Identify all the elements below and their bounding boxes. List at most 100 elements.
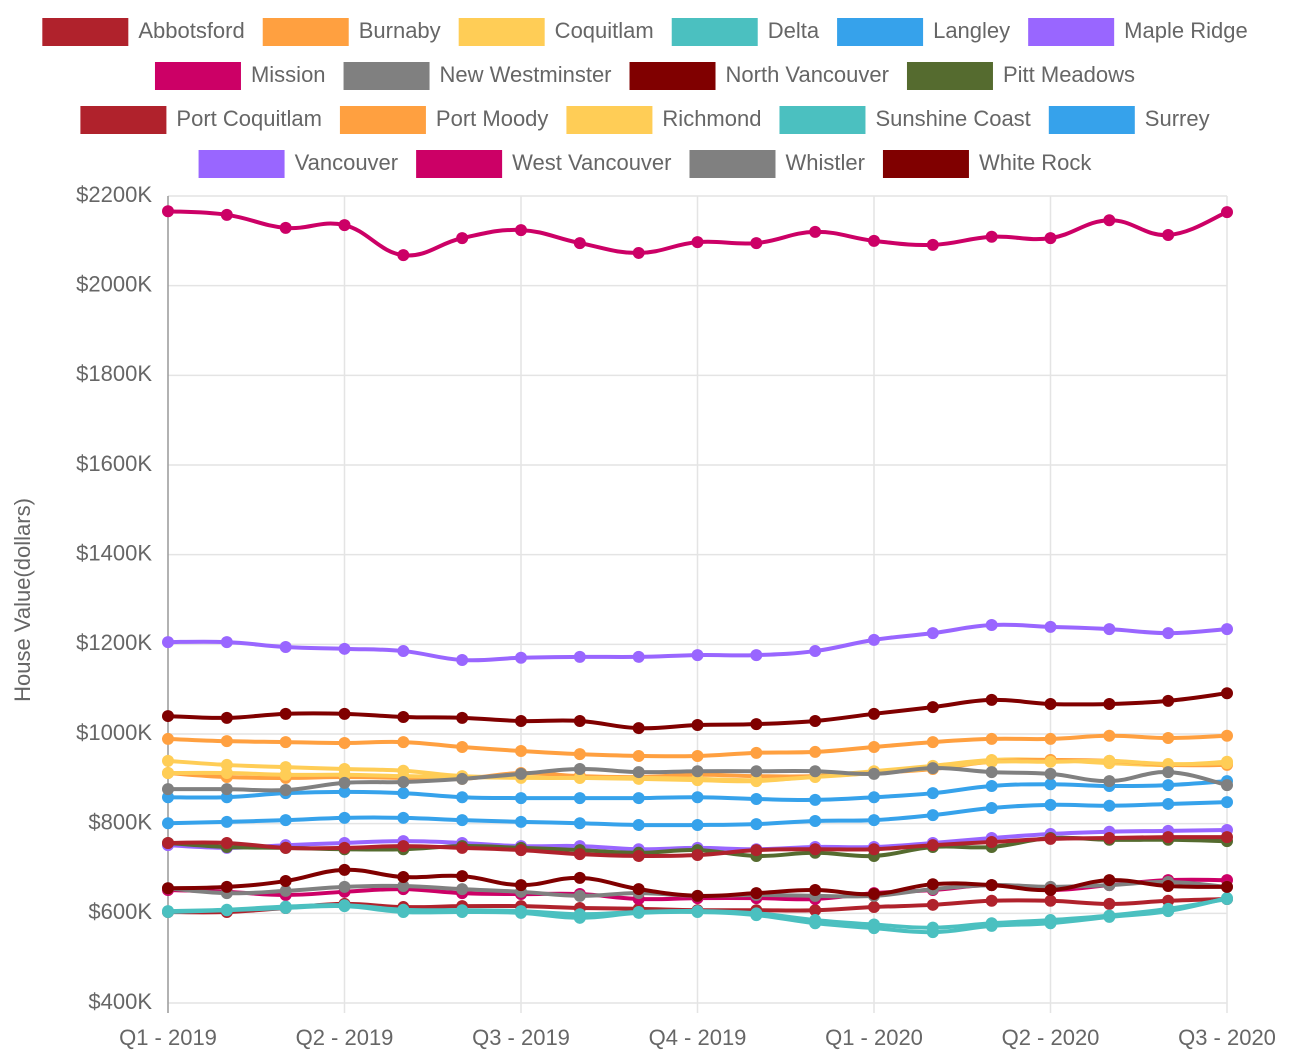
series <box>162 729 1233 762</box>
point <box>162 836 174 849</box>
legend-swatch <box>458 18 545 46</box>
point <box>573 871 586 884</box>
point <box>515 792 527 805</box>
point <box>691 719 704 732</box>
point <box>397 840 410 853</box>
legend-swatch <box>629 62 716 90</box>
legend-swatch <box>42 18 129 46</box>
series <box>162 775 1233 806</box>
legend-swatch <box>779 106 866 134</box>
series <box>162 762 1233 797</box>
point <box>1162 902 1175 915</box>
point <box>397 249 410 262</box>
point <box>926 627 939 640</box>
point <box>750 765 763 778</box>
point <box>1221 892 1233 905</box>
point <box>926 762 939 775</box>
point <box>809 904 822 917</box>
point <box>691 819 704 832</box>
point <box>868 707 880 720</box>
point <box>750 774 763 787</box>
point <box>632 766 645 779</box>
legend-swatch <box>1028 18 1115 46</box>
point <box>162 754 174 767</box>
point <box>632 749 645 762</box>
point <box>338 880 351 893</box>
legend-label: Whistler <box>785 150 864 175</box>
point <box>691 849 704 862</box>
series <box>162 831 1233 862</box>
point <box>220 636 233 649</box>
point <box>162 817 174 830</box>
legend-label: North Vancouver <box>726 62 889 87</box>
point <box>1044 767 1057 780</box>
point <box>515 714 527 727</box>
point <box>573 848 586 861</box>
point <box>809 765 822 778</box>
point <box>397 787 410 800</box>
y-tick-label: $1800K <box>76 361 152 386</box>
point <box>1044 620 1057 633</box>
point <box>1221 796 1233 809</box>
legend-label: Delta <box>768 18 820 43</box>
point <box>397 903 410 916</box>
legend-label: Mission <box>251 62 326 87</box>
point <box>985 619 998 632</box>
point <box>985 766 998 779</box>
point <box>397 736 410 749</box>
legend-item: Surrey <box>1048 106 1210 134</box>
point <box>868 767 880 780</box>
point <box>1103 697 1116 710</box>
point <box>1162 627 1175 640</box>
point <box>632 883 645 896</box>
point <box>926 701 939 714</box>
x-tick-label: Q3 - 2019 <box>472 1025 570 1050</box>
point <box>632 722 645 735</box>
legend-label: New Westminster <box>440 62 612 87</box>
point <box>338 707 351 720</box>
point <box>220 711 233 724</box>
point <box>750 907 763 920</box>
point <box>809 714 822 727</box>
point <box>809 884 822 897</box>
series <box>162 687 1233 735</box>
point <box>279 768 292 781</box>
point <box>162 767 174 780</box>
legend-swatch <box>906 62 993 90</box>
legend-item: North Vancouver <box>629 62 889 90</box>
legend-item: Maple Ridge <box>1028 18 1248 46</box>
point <box>691 765 704 778</box>
point <box>926 839 939 852</box>
legend-item: Delta <box>671 18 820 46</box>
point <box>162 732 174 745</box>
legend-label: Langley <box>933 18 1010 43</box>
point <box>1103 799 1116 812</box>
point <box>691 649 704 662</box>
point <box>573 714 586 727</box>
point <box>1221 623 1233 636</box>
point <box>809 914 822 927</box>
point <box>1044 894 1057 907</box>
point <box>632 849 645 862</box>
legend-label: Coquitlam <box>555 18 654 43</box>
point <box>573 792 586 805</box>
point <box>220 208 233 221</box>
point <box>515 745 527 758</box>
point <box>456 791 469 804</box>
point <box>750 746 763 759</box>
x-tick-label: Q2 - 2019 <box>296 1025 394 1050</box>
point <box>279 784 292 797</box>
point <box>515 651 527 664</box>
point <box>868 918 880 931</box>
legend-label: Burnaby <box>359 18 441 43</box>
legend-item: Port Moody <box>339 106 548 134</box>
point <box>220 903 233 916</box>
point <box>750 844 763 857</box>
point <box>926 809 939 822</box>
point <box>162 783 174 796</box>
legend-label: Pitt Meadows <box>1003 62 1135 87</box>
point <box>809 793 822 806</box>
x-tick-label: Q2 - 2020 <box>1002 1025 1100 1050</box>
point <box>926 736 939 749</box>
point <box>573 908 586 921</box>
